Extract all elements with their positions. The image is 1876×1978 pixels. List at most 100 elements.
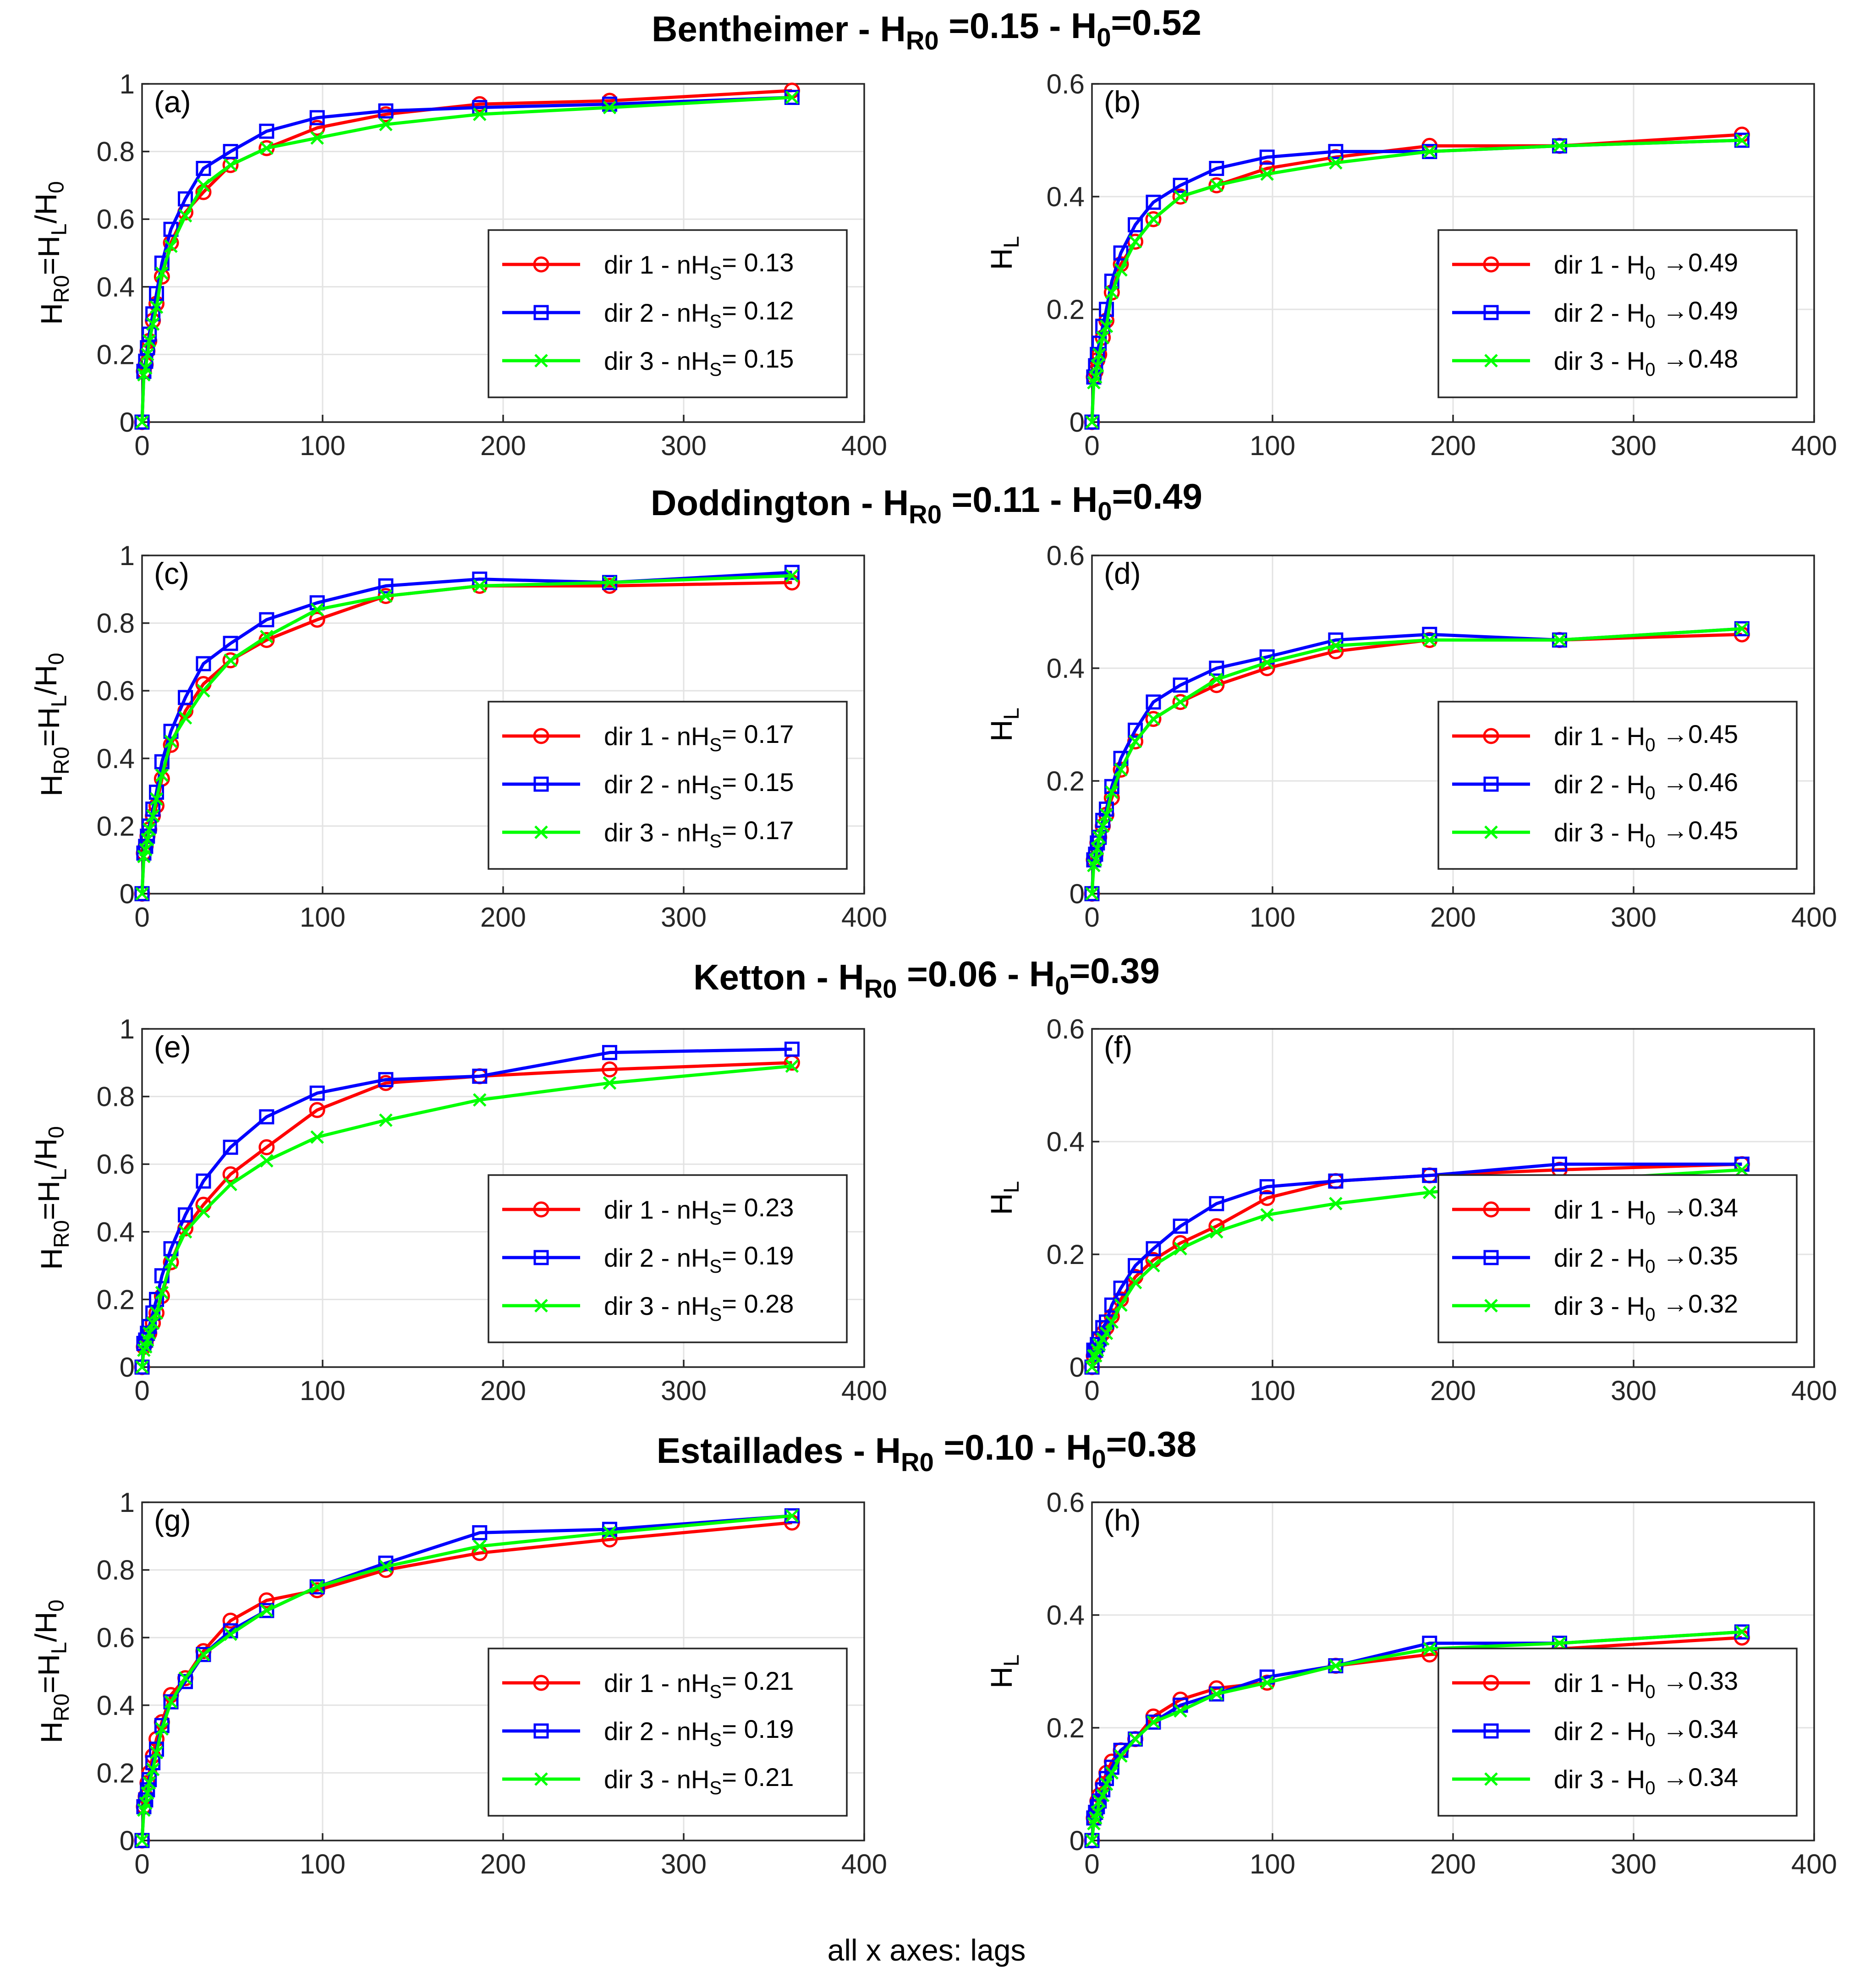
panel-label: (b) (1104, 85, 1141, 119)
y-tick-label: 0.4 (97, 743, 135, 774)
data-point-dir2 (1104, 274, 1119, 289)
row-title-bentheimer: Bentheimer - HR0 =0.15 - H0=0.52 (652, 2, 1201, 55)
legend-label-part: →0.46 (1656, 768, 1739, 797)
legend-swatch-marker (1484, 825, 1498, 839)
data-point-dir2 (196, 656, 211, 671)
y-tick-label: 0.2 (97, 1284, 135, 1315)
y-tick-label: 0.2 (1047, 1239, 1085, 1270)
panel-label: (e) (154, 1030, 191, 1064)
y-tick-label: 0 (120, 407, 135, 438)
series-dir3 (135, 1509, 799, 1847)
y-tick-label: 1 (120, 1014, 135, 1044)
y-tick-label: 0 (1070, 1352, 1085, 1383)
legend-swatch-marker (1483, 305, 1499, 320)
data-point-dir3 (1085, 887, 1099, 901)
data-point-dir3 (155, 266, 169, 280)
data-point-dir3 (1174, 190, 1187, 203)
y-axis-label: HL (984, 708, 1024, 742)
y-tick-label: 0.6 (1047, 1014, 1085, 1044)
data-point-dir2 (149, 1291, 165, 1307)
y-axis-label-subscript: R0 (49, 747, 74, 775)
legend-entry-dir3: dir 3 - H0 →0.34 (1452, 1763, 1738, 1798)
data-point-dir2 (1128, 217, 1143, 232)
legend-swatch-marker (1483, 1201, 1499, 1218)
x-tick-label: 300 (1611, 1375, 1657, 1406)
data-point-dir3 (785, 569, 799, 583)
y-tick-label: 0.2 (1047, 1713, 1085, 1743)
legend-swatch-marker (534, 825, 548, 839)
data-point-dir3 (1735, 1625, 1749, 1639)
legend-swatch-marker (533, 1201, 549, 1218)
data-point-dir3 (155, 1722, 169, 1736)
legend-entry-dir3: dir 3 - H0 →0.32 (1452, 1289, 1738, 1325)
data-point-dir3 (1423, 1642, 1437, 1656)
panel-label: (h) (1104, 1503, 1141, 1537)
data-point-dir3 (1174, 1242, 1187, 1256)
legend-entry-dir3: dir 3 - nHS= 0.17 (502, 816, 794, 852)
legend-label-subscript: S (709, 1729, 722, 1750)
data-point-dir3 (260, 1154, 274, 1168)
data-point-dir3 (1085, 415, 1099, 429)
data-point-dir3 (1099, 808, 1114, 822)
data-point-dir1 (1145, 711, 1162, 727)
data-point-dir1 (222, 1612, 239, 1629)
x-tick-label: 300 (661, 430, 707, 461)
legend-label: dir 3 - nHS= 0.17 (604, 816, 794, 852)
legend-label: dir 2 - nHS= 0.12 (604, 296, 794, 332)
legend-label-subscript: 0 (1645, 1681, 1655, 1702)
legend-entry-dir3: dir 3 - H0 →0.45 (1452, 816, 1738, 852)
legend-label-part: = 0.21 (722, 1666, 794, 1695)
legend-swatch-marker (1483, 1723, 1499, 1739)
data-point-dir2 (1113, 245, 1129, 261)
legend-label-subscript: S (709, 734, 722, 755)
data-point-dir3 (1423, 1185, 1437, 1199)
data-point-dir3 (1085, 1360, 1099, 1374)
data-point-dir2 (309, 110, 325, 126)
legend-label-part: →0.45 (1656, 816, 1739, 845)
data-point-dir3 (146, 1316, 160, 1330)
data-point-dir3 (1735, 133, 1749, 147)
legend-label-part: = 0.13 (722, 248, 794, 277)
legend-label-part: dir 1 - H (1554, 1195, 1645, 1224)
legend-label: dir 2 - nHS= 0.19 (604, 1241, 794, 1277)
row-title-doddington-part: =0.49 (1112, 476, 1202, 516)
data-point-dir3 (1329, 1659, 1343, 1673)
y-axis-label-part: H (34, 1248, 68, 1270)
row-title-doddington-part: =0.11 - H (942, 479, 1097, 520)
data-point-dir1 (309, 1102, 325, 1118)
y-axis-label-subscript: R0 (49, 1693, 74, 1721)
x-tick-label: 0 (1084, 1375, 1099, 1406)
axes-frame (1091, 555, 1815, 895)
legend-label-part: →0.49 (1656, 296, 1739, 325)
data-point-dir3 (1146, 712, 1160, 726)
y-axis-label-part: =H (32, 236, 66, 275)
data-point-dir2 (178, 690, 193, 705)
data-point-dir3 (379, 1113, 393, 1127)
data-point-dir3 (379, 1560, 393, 1573)
data-point-dir2 (1128, 1731, 1143, 1747)
legend-label-part: dir 2 - H (1554, 298, 1645, 327)
data-point-dir1 (601, 1061, 618, 1078)
legend-label-subscript: S (709, 311, 722, 332)
row-title-ketton-subscript: R0 (864, 974, 897, 1003)
legend-swatch-marker (533, 305, 549, 320)
data-point-dir3 (1128, 1732, 1142, 1746)
data-point-dir3 (260, 141, 274, 155)
legend-entry-dir1: dir 1 - H0 →0.33 (1452, 1666, 1738, 1702)
legend-label: dir 2 - H0 →0.49 (1554, 296, 1738, 332)
x-tick-label: 0 (134, 1375, 149, 1406)
data-point-dir2 (784, 1041, 800, 1057)
legend-label-subscript: S (709, 1681, 722, 1702)
legend-label-subscript: 0 (1645, 1256, 1655, 1277)
y-tick-label: 0.6 (97, 204, 135, 235)
legend-label: dir 3 - H0 →0.45 (1554, 816, 1738, 852)
data-point-dir1 (258, 1139, 275, 1155)
legend-swatch-marker (533, 776, 549, 792)
legend-entry-dir2: dir 2 - H0 →0.49 (1452, 296, 1738, 332)
x-tick-label: 100 (300, 430, 346, 461)
data-point-dir1 (222, 1166, 239, 1182)
y-tick-label: 0.6 (1047, 69, 1085, 99)
